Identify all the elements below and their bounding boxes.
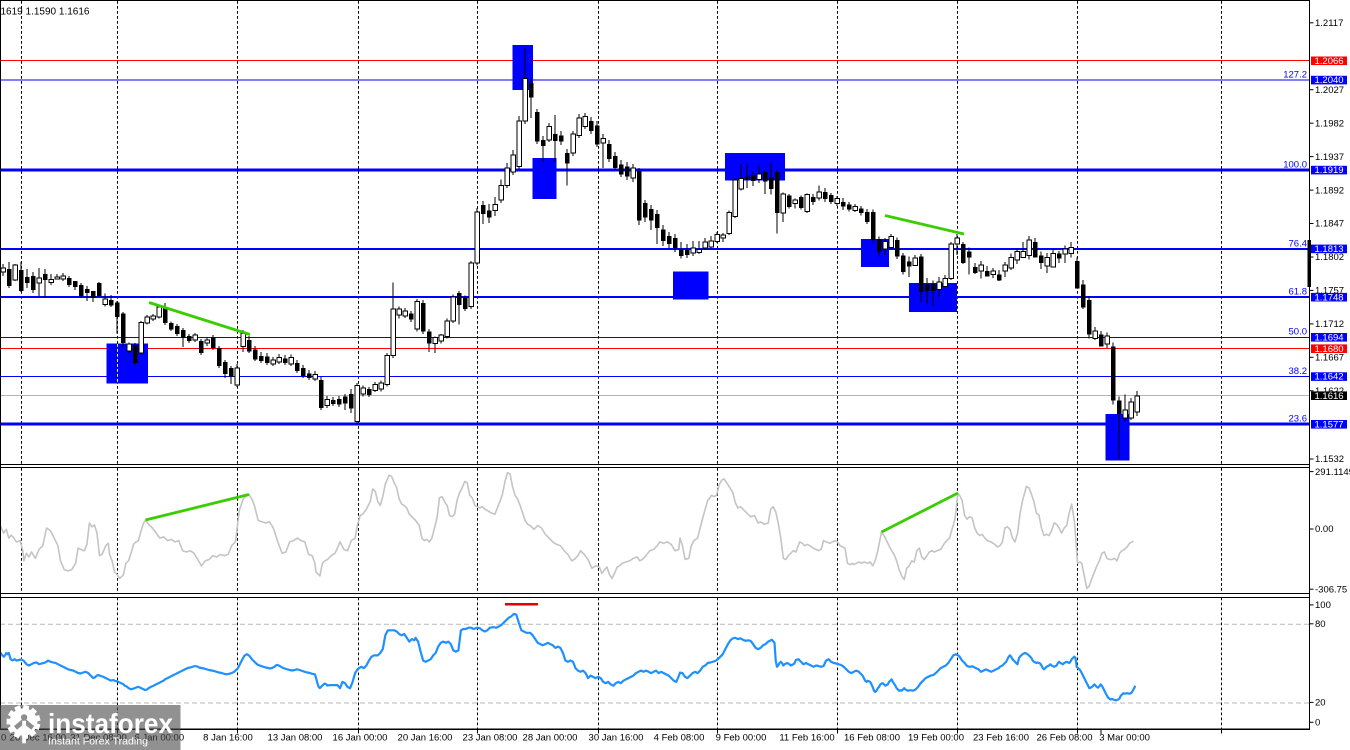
svg-text:9 Feb 00:00: 9 Feb 00:00 xyxy=(716,733,767,744)
svg-text:1.1892: 1.1892 xyxy=(1315,185,1344,196)
svg-text:23 Jan 08:00: 23 Jan 08:00 xyxy=(463,733,518,744)
svg-text:28 Jan 00:00: 28 Jan 00:00 xyxy=(523,733,578,744)
svg-text:1.2040: 1.2040 xyxy=(1315,75,1344,86)
svg-text:50.0: 50.0 xyxy=(1289,327,1308,338)
svg-text:1.1667: 1.1667 xyxy=(1315,353,1344,364)
svg-text:76.4: 76.4 xyxy=(1289,238,1308,249)
svg-text:100.0: 100.0 xyxy=(1283,160,1307,171)
svg-text:0: 0 xyxy=(1315,718,1320,729)
svg-text:13 Jan 08:00: 13 Jan 08:00 xyxy=(268,733,323,744)
svg-text:61.8: 61.8 xyxy=(1289,287,1308,298)
svg-text:1619 1.1590 1.1616: 1619 1.1590 1.1616 xyxy=(1,7,90,18)
svg-text:1.2027: 1.2027 xyxy=(1315,85,1344,96)
svg-text:1.1757: 1.1757 xyxy=(1315,286,1344,297)
svg-text:8 Jan 16:00: 8 Jan 16:00 xyxy=(203,733,253,744)
svg-text:1.1919: 1.1919 xyxy=(1315,165,1344,176)
svg-text:1.1694: 1.1694 xyxy=(1315,332,1344,343)
svg-text:4 Feb 08:00: 4 Feb 08:00 xyxy=(654,733,705,744)
svg-text:38.2: 38.2 xyxy=(1289,366,1308,377)
svg-text:23.6: 23.6 xyxy=(1289,414,1308,425)
svg-text:16 Jan 00:00: 16 Jan 00:00 xyxy=(333,733,388,744)
svg-text:11 Feb 16:00: 11 Feb 16:00 xyxy=(779,733,834,744)
svg-text:80: 80 xyxy=(1315,619,1326,630)
svg-text:1.1982: 1.1982 xyxy=(1315,118,1344,129)
svg-text:Instant Forex Trading: Instant Forex Trading xyxy=(48,736,148,748)
svg-text:19 Feb 00:00: 19 Feb 00:00 xyxy=(908,733,964,744)
svg-text:1.1748: 1.1748 xyxy=(1315,292,1344,303)
svg-text:26 Feb 08:00: 26 Feb 08:00 xyxy=(1037,733,1093,744)
svg-text:1.1712: 1.1712 xyxy=(1315,319,1344,330)
svg-text:-306.75: -306.75 xyxy=(1315,584,1347,595)
svg-text:30 Jan 16:00: 30 Jan 16:00 xyxy=(589,733,644,744)
svg-text:instaforex: instaforex xyxy=(48,708,173,739)
svg-text:1.1847: 1.1847 xyxy=(1315,219,1344,230)
svg-text:20 Jan 16:00: 20 Jan 16:00 xyxy=(398,733,453,744)
svg-text:1.1802: 1.1802 xyxy=(1315,252,1344,263)
svg-text:1.2066: 1.2066 xyxy=(1315,56,1344,67)
svg-text:127.2: 127.2 xyxy=(1283,70,1307,81)
svg-text:100: 100 xyxy=(1315,600,1331,611)
svg-text:291.1149: 291.1149 xyxy=(1315,467,1350,478)
svg-text:1.1616: 1.1616 xyxy=(1315,391,1344,402)
svg-text:1.1532: 1.1532 xyxy=(1315,454,1344,465)
svg-text:1.2117: 1.2117 xyxy=(1315,18,1343,29)
svg-text:1.1680: 1.1680 xyxy=(1315,344,1344,355)
svg-text:1.1813: 1.1813 xyxy=(1315,244,1344,255)
svg-text:0.00: 0.00 xyxy=(1315,524,1334,535)
svg-text:1.1642: 1.1642 xyxy=(1315,372,1344,383)
svg-text:20: 20 xyxy=(1315,698,1326,709)
svg-text:3 Mar 00:00: 3 Mar 00:00 xyxy=(1099,733,1150,744)
svg-text:1.1937: 1.1937 xyxy=(1315,152,1344,163)
svg-text:1.1577: 1.1577 xyxy=(1315,419,1344,430)
svg-text:16 Feb 08:00: 16 Feb 08:00 xyxy=(844,733,900,744)
svg-text:23 Feb 16:00: 23 Feb 16:00 xyxy=(973,733,1029,744)
